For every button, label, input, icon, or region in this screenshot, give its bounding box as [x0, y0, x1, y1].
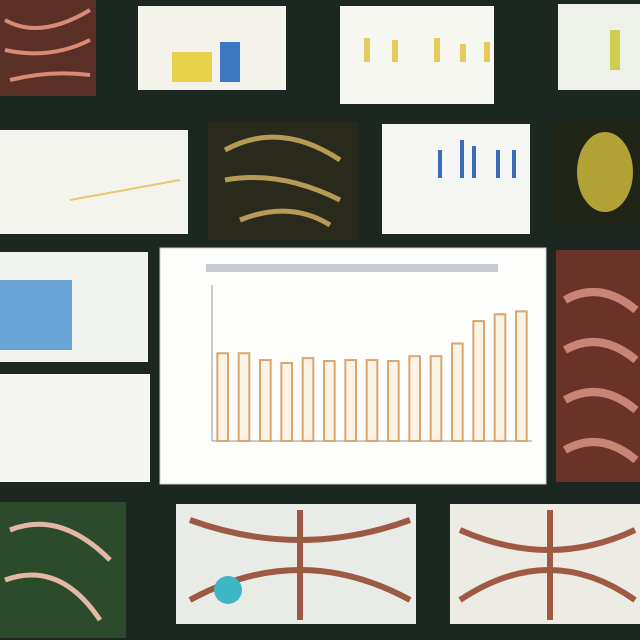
anatomy-detail	[577, 132, 633, 212]
anatomy-detail	[563, 288, 639, 464]
thumbnail-shape	[172, 52, 212, 82]
anatomy-panel	[450, 504, 640, 624]
anatomy-detail	[214, 576, 242, 604]
thumbnail-bars	[364, 38, 490, 62]
thumbnail-shape	[0, 280, 72, 350]
thumbnail-chart	[382, 124, 530, 234]
thumbnail-shape	[610, 30, 620, 70]
bar	[515, 310, 528, 443]
bar	[323, 360, 336, 442]
bar	[472, 320, 486, 443]
bar	[365, 359, 379, 443]
thumbnail-bars	[438, 140, 516, 178]
bar	[259, 359, 272, 443]
anatomy-panel	[0, 502, 126, 638]
bar	[344, 359, 358, 443]
bar	[280, 362, 294, 442]
bar	[387, 360, 400, 442]
bar	[216, 352, 229, 442]
bar	[429, 355, 443, 442]
bar	[493, 313, 507, 442]
thumbnail-line	[69, 179, 181, 201]
anatomy-panel	[176, 504, 416, 624]
bar	[301, 357, 315, 442]
anatomy-detail	[223, 134, 342, 228]
anatomy-detail	[458, 510, 637, 620]
thumbnail-chart	[340, 6, 494, 104]
bar	[408, 355, 422, 442]
thumbnail-chart	[558, 4, 640, 90]
bars	[216, 310, 528, 443]
thumbnail-chart	[0, 374, 150, 482]
bar	[451, 342, 464, 442]
bar	[237, 352, 251, 442]
thumbnail-shape	[220, 42, 240, 82]
thumbnail-chart	[0, 130, 188, 234]
anatomy-detail	[4, 521, 112, 622]
title-placeholder	[206, 264, 498, 272]
anatomy-detail	[4, 8, 92, 82]
